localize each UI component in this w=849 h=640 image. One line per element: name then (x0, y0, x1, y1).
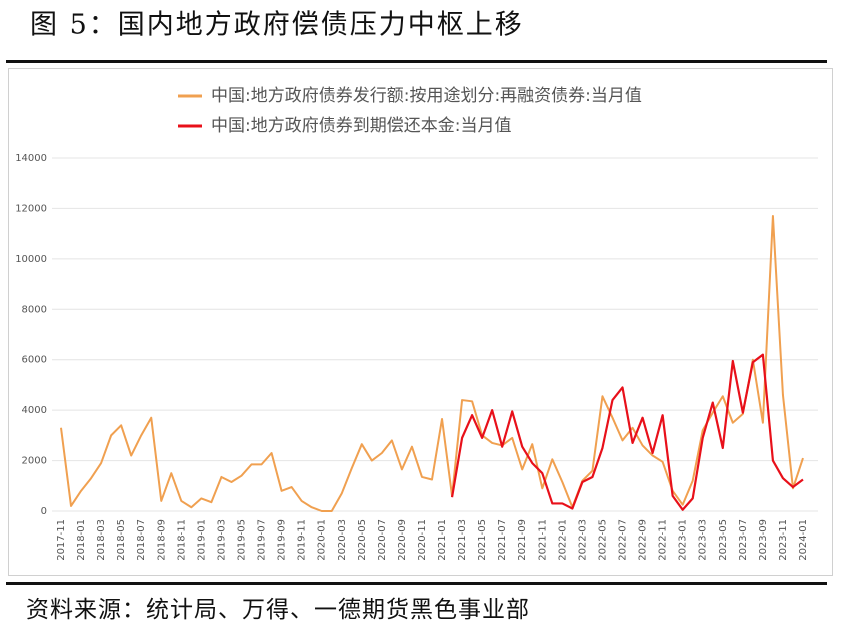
x-tick-label: 2020-01 (317, 519, 328, 561)
x-tick-label: 2021-07 (497, 519, 508, 561)
y-tick-label: 2000 (22, 456, 47, 467)
x-tick-label: 2022-01 (557, 519, 568, 561)
x-tick-label: 2018-01 (76, 519, 87, 561)
x-tick-label: 2021-03 (457, 519, 468, 561)
y-tick-label: 12000 (15, 203, 47, 214)
title-rule (6, 60, 827, 63)
x-tick-label: 2023-03 (698, 519, 709, 561)
y-tick-label: 6000 (22, 355, 47, 366)
x-tick-label: 2019-11 (297, 519, 308, 561)
x-tick-label: 2021-05 (477, 519, 488, 561)
x-tick-label: 2021-01 (437, 519, 448, 561)
legend-label: 中国:地方政府债券到期偿还本金:当月值 (211, 116, 511, 136)
x-tick-label: 2023-05 (718, 519, 729, 561)
x-tick-label: 2018-07 (136, 519, 147, 561)
x-tick-label: 2020-03 (337, 519, 348, 561)
x-tick-label: 2022-03 (577, 519, 588, 561)
y-tick-label: 10000 (15, 254, 47, 265)
source-note: 资料来源：统计局、万得、一德期货黑色事业部 (26, 597, 530, 623)
y-tick-label: 14000 (15, 153, 47, 164)
x-tick-label: 2020-09 (397, 519, 408, 561)
x-tick-label: 2020-05 (357, 519, 368, 561)
legend-label: 中国:地方政府债券发行额:按用途划分:再融资债券:当月值 (211, 86, 642, 106)
x-tick-label: 2019-05 (236, 519, 247, 561)
x-tick-label: 2022-09 (638, 519, 649, 561)
x-tick-label: 2023-07 (738, 519, 749, 561)
y-tick-label: 4000 (22, 405, 47, 416)
y-tick-label: 8000 (22, 304, 47, 315)
source-rule (6, 582, 827, 585)
x-tick-label: 2018-09 (156, 519, 167, 561)
x-tick-label: 2024-01 (798, 519, 809, 561)
x-tick-label: 2021-09 (517, 519, 528, 561)
x-tick-label: 2019-01 (196, 519, 207, 561)
x-tick-label: 2018-11 (176, 519, 187, 561)
series-line (450, 353, 804, 511)
x-tick-label: 2020-11 (417, 519, 428, 561)
x-tick-label: 2022-11 (658, 519, 669, 561)
x-tick-label: 2023-09 (758, 519, 769, 561)
x-tick-label: 2019-07 (257, 519, 268, 561)
x-tick-label: 2019-09 (277, 519, 288, 561)
x-tick-label: 2023-11 (778, 519, 789, 561)
series-line (60, 214, 804, 512)
x-tick-label: 2018-03 (96, 519, 107, 561)
x-tick-label: 2018-05 (116, 519, 127, 561)
y-tick-label: 0 (41, 506, 47, 517)
x-tick-label: 2023-01 (678, 519, 689, 561)
plot-frame (8, 68, 833, 576)
chart-title: 图 5：国内地方政府偿债压力中枢上移 (30, 10, 524, 41)
x-tick-label: 2022-07 (618, 519, 629, 561)
x-tick-label: 2022-05 (597, 519, 608, 561)
x-tick-label: 2017-11 (56, 519, 67, 561)
x-tick-label: 2021-11 (537, 519, 548, 561)
x-tick-label: 2020-07 (377, 519, 388, 561)
x-tick-label: 2019-03 (216, 519, 227, 561)
